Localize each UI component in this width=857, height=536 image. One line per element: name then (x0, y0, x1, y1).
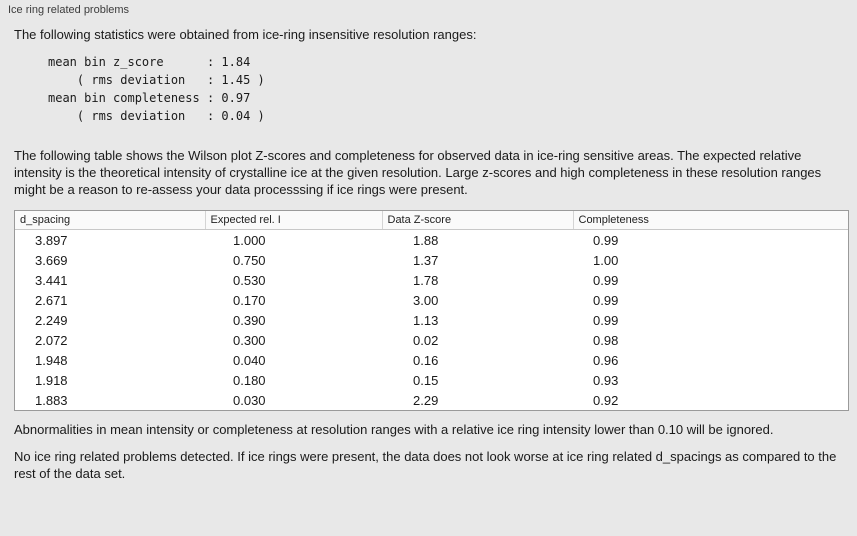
intro-text: The following statistics were obtained f… (14, 27, 477, 42)
table-cell: 0.16 (413, 352, 439, 368)
table-cell: 0.180 (233, 372, 266, 388)
table-cell: 1.37 (413, 252, 439, 268)
column-header-d-spacing[interactable]: d_spacing (15, 211, 206, 230)
table-cell: 0.92 (593, 392, 619, 408)
table-cell: 0.99 (593, 292, 619, 308)
table-cell: 3.669 (35, 252, 68, 268)
panel-content: The following statistics were obtained f… (0, 16, 857, 482)
table-cell: 1.88 (413, 232, 439, 248)
table-cell: 0.99 (593, 232, 619, 248)
table-cell: 3.897 (35, 232, 68, 248)
table-cell: 2.671 (35, 292, 68, 308)
table-cell: 2.249 (35, 312, 68, 328)
stats-line: mean bin z_score : 1.84 (48, 55, 251, 69)
table-cell: 3.00 (413, 292, 439, 308)
table-cell: 1.883 (35, 392, 68, 408)
table-cell: 0.040 (233, 352, 266, 368)
table-cell: 0.93 (593, 372, 619, 388)
table-cell: 1.948 (35, 352, 68, 368)
column-header-expected-rel-i[interactable]: Expected rel. I (205, 211, 383, 230)
table-cell: 0.390 (233, 312, 266, 328)
table-cell: 3.441 (35, 272, 68, 288)
panel-title: Ice ring related problems (8, 4, 130, 16)
table-row[interactable]: 1.948 0.040 0.16 0.96 (15, 350, 848, 370)
conclusion-text: No ice ring related problems detected. I… (14, 449, 837, 481)
table-cell: 0.530 (233, 272, 266, 288)
table-row[interactable]: 2.671 0.170 3.00 0.99 (15, 290, 848, 310)
table-cell: 0.99 (593, 272, 619, 288)
table-row[interactable]: 3.441 0.530 1.78 0.99 (15, 270, 848, 290)
table-cell: 2.072 (35, 332, 68, 348)
table-cell: 1.00 (593, 252, 619, 268)
table-cell: 0.030 (233, 392, 266, 408)
table-cell: 0.96 (593, 352, 619, 368)
table-cell: 0.15 (413, 372, 439, 388)
ice-ring-table: d_spacing Expected rel. I Data Z-score C… (14, 210, 849, 411)
stats-line: ( rms deviation : 0.04 ) (48, 109, 265, 123)
table-cell: 1.13 (413, 312, 439, 328)
table-cell: 0.99 (593, 312, 619, 328)
stats-line: mean bin completeness : 0.97 (48, 91, 251, 105)
stats-line: ( rms deviation : 1.45 ) (48, 73, 265, 87)
table-row[interactable]: 2.249 0.390 1.13 0.99 (15, 310, 848, 330)
stats-block: mean bin z_score : 1.84 ( rms deviation … (48, 53, 845, 125)
table-cell: 1.000 (233, 232, 266, 248)
table-row[interactable]: 1.918 0.180 0.15 0.93 (15, 370, 848, 390)
table-cell: 0.300 (233, 332, 266, 348)
ignore-note-text: Abnormalities in mean intensity or compl… (14, 422, 774, 437)
table-row[interactable]: 3.897 1.000 1.88 0.99 (15, 230, 848, 251)
table-cell: 2.29 (413, 392, 439, 408)
table-cell: 0.98 (593, 332, 619, 348)
table-cell: 1.78 (413, 272, 439, 288)
table-header-row: d_spacing Expected rel. I Data Z-score C… (15, 211, 848, 230)
column-header-data-z-score[interactable]: Data Z-score (382, 211, 574, 230)
table-cell: 0.02 (413, 332, 439, 348)
table-description: The following table shows the Wilson plo… (14, 148, 822, 197)
table-cell: 0.750 (233, 252, 266, 268)
table-cell: 1.918 (35, 372, 68, 388)
table-cell: 0.170 (233, 292, 266, 308)
table-row[interactable]: 1.883 0.030 2.29 0.92 (15, 390, 848, 410)
table-row[interactable]: 2.072 0.300 0.02 0.98 (15, 330, 848, 350)
column-header-completeness[interactable]: Completeness (573, 211, 848, 230)
table-row[interactable]: 3.669 0.750 1.37 1.00 (15, 250, 848, 270)
